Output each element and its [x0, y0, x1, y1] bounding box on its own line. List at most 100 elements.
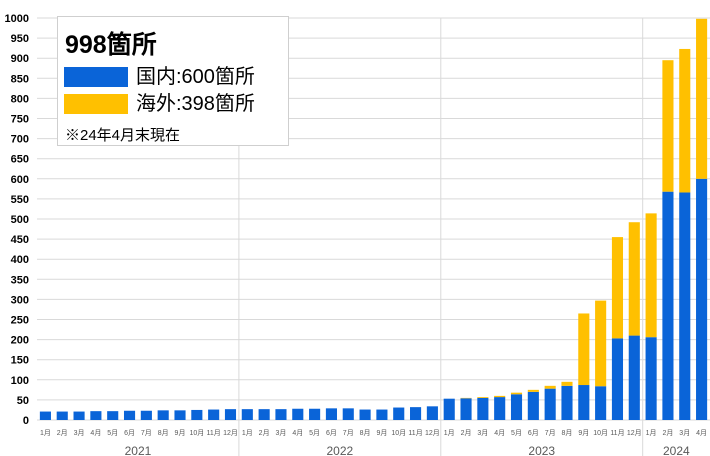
y-tick-label: 250 [11, 315, 29, 327]
x-tick-label: 11月 [408, 429, 422, 437]
x-tick-label: 1月 [646, 429, 657, 437]
bar-domestic [208, 409, 220, 420]
x-tick-label: 7月 [343, 429, 354, 437]
x-tick-label: 2月 [662, 429, 673, 437]
bar-domestic [662, 191, 674, 420]
bar-domestic [426, 406, 438, 420]
y-tick-label: 150 [11, 355, 29, 367]
y-tick-label: 500 [11, 214, 29, 226]
y-tick-label: 950 [11, 33, 29, 45]
bar-domestic [578, 385, 590, 420]
bar-domestic [90, 411, 102, 420]
bar-overseas [696, 18, 708, 179]
legend-label-domestic: 国内:600箇所 [136, 66, 255, 88]
x-tick-label: 2月 [259, 429, 270, 437]
y-tick-label: 450 [11, 234, 29, 246]
legend-swatch-domestic [64, 67, 128, 87]
bar-domestic [258, 409, 270, 420]
x-tick-label: 7月 [141, 429, 152, 437]
x-tick-label: 7月 [545, 429, 556, 437]
bar-domestic [645, 337, 657, 420]
bar-domestic [393, 407, 405, 420]
y-tick-label: 550 [11, 194, 29, 206]
legend-swatch-overseas [64, 94, 128, 114]
y-tick-label: 850 [11, 73, 29, 85]
y-tick-label: 750 [11, 114, 29, 126]
bar-overseas [561, 381, 573, 386]
x-tick-label: 2月 [461, 429, 472, 437]
bar-domestic [595, 386, 607, 420]
bar-domestic [460, 398, 472, 420]
x-tick-label: 4月 [494, 429, 505, 437]
x-tick-label: 2月 [57, 429, 68, 437]
bar-overseas [628, 222, 640, 336]
x-tick-label: 10月 [189, 429, 204, 437]
bar-domestic [359, 409, 371, 420]
bar-domestic [477, 397, 489, 420]
x-tick-label: 5月 [309, 429, 320, 437]
y-tick-label: 100 [11, 375, 29, 387]
legend-label-overseas: 海外:398箇所 [136, 93, 255, 115]
bar-overseas [578, 313, 590, 386]
bar-domestic [611, 338, 624, 420]
year-label: 2022 [326, 444, 353, 456]
y-tick-label: 400 [11, 254, 29, 266]
x-tick-label: 3月 [679, 429, 690, 437]
bar-domestic [376, 409, 388, 420]
x-tick-label: 6月 [528, 429, 539, 437]
bar-overseas [477, 397, 489, 398]
bar-domestic [191, 409, 203, 420]
bar-overseas [527, 389, 539, 392]
bar-domestic [241, 409, 253, 420]
bar-domestic [73, 411, 85, 420]
x-tick-label: 10月 [391, 429, 406, 437]
legend-note: ※24年4月末現在 [65, 127, 181, 144]
legend-box: 998箇所 国内:600箇所 海外:398箇所 ※24年4月末現在 [57, 16, 289, 146]
y-tick-label: 700 [11, 134, 29, 146]
bar-overseas [595, 300, 607, 387]
x-tick-label: 9月 [578, 429, 589, 437]
x-tick-label: 5月 [107, 429, 118, 437]
x-tick-label: 8月 [158, 429, 169, 437]
bar-domestic [561, 385, 573, 420]
x-tick-label: 10月 [593, 429, 608, 437]
x-tick-label: 5月 [511, 429, 522, 437]
bar-domestic [527, 391, 539, 420]
year-label: 2021 [125, 444, 152, 456]
bar-domestic [292, 408, 304, 420]
year-label: 2024 [663, 444, 690, 456]
x-tick-label: 9月 [376, 429, 387, 437]
bar-domestic [140, 410, 152, 420]
bar-overseas [611, 237, 624, 339]
bar-overseas [510, 392, 523, 395]
x-tick-label: 12月 [627, 429, 642, 437]
x-tick-label: 3月 [276, 429, 287, 437]
bar-domestic [275, 409, 287, 420]
bar-domestic [174, 410, 186, 420]
x-tick-label: 9月 [175, 429, 186, 437]
y-tick-label: 800 [11, 93, 29, 105]
y-tick-label: 200 [11, 335, 29, 347]
bar-overseas [662, 60, 674, 192]
bar-domestic [544, 388, 556, 420]
bar-domestic [443, 398, 455, 420]
x-tick-label: 3月 [74, 429, 85, 437]
x-tick-label: 11月 [610, 429, 624, 437]
x-tick-label: 8月 [360, 429, 371, 437]
x-tick-label: 1月 [40, 429, 51, 437]
legend-title: 998箇所 [65, 31, 157, 59]
x-tick-label: 12月 [425, 429, 440, 437]
bar-overseas [544, 385, 556, 389]
bar-domestic [342, 408, 354, 420]
bar-overseas [645, 213, 657, 338]
x-tick-label: 1月 [444, 429, 455, 437]
y-tick-label: 0 [23, 415, 29, 427]
bar-domestic [224, 409, 237, 420]
x-tick-label: 4月 [696, 429, 707, 437]
bar-domestic [123, 410, 136, 420]
y-tick-label: 350 [11, 274, 29, 286]
x-tick-label: 4月 [292, 429, 303, 437]
y-tick-label: 600 [11, 174, 29, 186]
y-tick-label: 300 [11, 294, 29, 306]
bar-domestic [39, 411, 51, 420]
